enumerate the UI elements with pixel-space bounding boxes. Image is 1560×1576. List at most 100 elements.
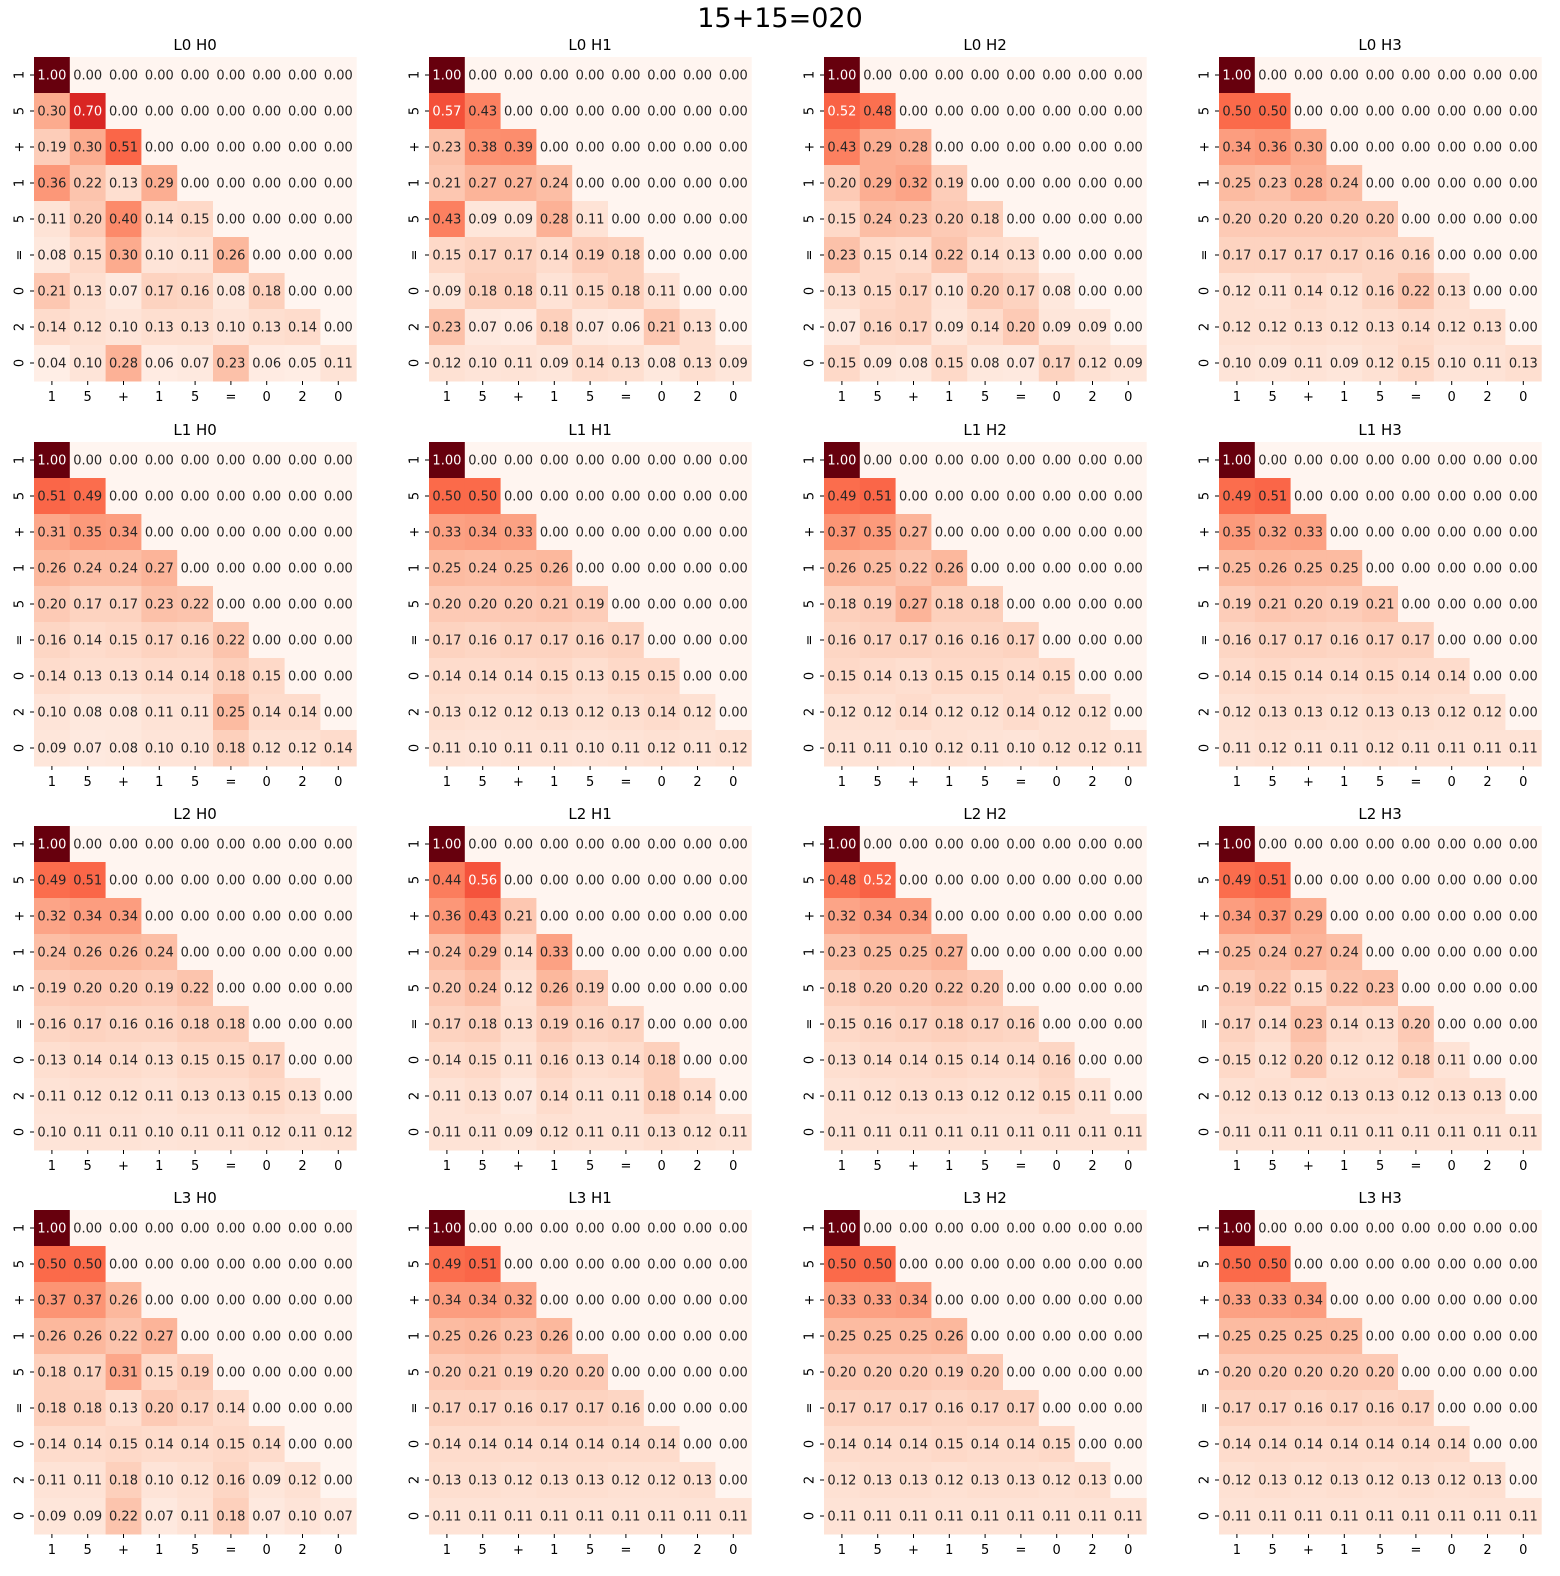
cell-7-2 <box>500 309 537 346</box>
cell-7-4 <box>967 694 1004 731</box>
cell-label-2-8: 0.00 <box>324 141 353 156</box>
cell-label-6-5: 0.14 <box>1401 670 1430 685</box>
cell-6-3 <box>1326 1042 1363 1079</box>
cell-0-4 <box>572 57 609 94</box>
cell-label-5-6: 0.00 <box>1437 249 1466 264</box>
cell-1-1 <box>69 93 107 130</box>
cell-label-0-5: 0.00 <box>216 1222 245 1237</box>
cell-label-1-3: 0.00 <box>935 874 964 889</box>
cell-label-7-3: 0.18 <box>540 321 569 336</box>
cell-label-1-2: 0.00 <box>1294 105 1323 120</box>
cell-5-8 <box>715 1006 752 1043</box>
cell-label-7-1: 0.12 <box>863 1090 892 1105</box>
x-tick-label-0: 1 <box>443 1543 451 1558</box>
cell-label-8-3: 0.09 <box>540 357 569 372</box>
cell-8-8 <box>1110 730 1147 767</box>
cell-label-5-4: 0.17 <box>971 1018 1000 1033</box>
cell-label-0-1: 0.00 <box>468 1222 497 1237</box>
cell-label-2-8: 0.00 <box>719 1294 748 1309</box>
cell-label-1-6: 0.00 <box>252 874 281 889</box>
cell-label-6-0: 0.09 <box>432 285 461 300</box>
cell-label-2-7: 0.00 <box>1473 526 1502 541</box>
cell-0-7 <box>679 442 716 479</box>
cell-label-8-3: 0.15 <box>935 357 964 372</box>
cell-6-4 <box>1362 1042 1399 1079</box>
cell-3-4 <box>572 165 609 202</box>
cell-label-3-4: 0.00 <box>971 1330 1000 1345</box>
cell-1-5 <box>608 862 645 899</box>
cell-7-7 <box>679 1078 716 1115</box>
cell-label-0-8: 0.00 <box>1509 838 1538 853</box>
cell-label-8-5: 0.11 <box>1401 1126 1430 1141</box>
cell-1-0 <box>429 93 466 130</box>
cell-label-4-3: 0.19 <box>935 1366 964 1381</box>
cell-5-1 <box>859 1390 897 1427</box>
cell-8-0 <box>34 730 71 767</box>
cell-2-2 <box>895 898 932 935</box>
x-tick-label-5: = <box>225 775 236 790</box>
cell-2-1 <box>464 1282 502 1319</box>
cell-label-7-1: 0.13 <box>1258 706 1287 721</box>
y-tick-label-2: + <box>13 142 28 153</box>
cell-label-7-0: 0.14 <box>37 321 66 336</box>
cell-1-0 <box>34 862 71 899</box>
cell-label-6-6: 0.14 <box>647 1438 676 1453</box>
cell-8-5 <box>213 345 250 382</box>
cell-0-1 <box>859 826 897 863</box>
cell-label-0-4: 0.00 <box>181 838 210 853</box>
cell-label-0-2: 0.00 <box>899 454 928 469</box>
cell-5-8 <box>320 237 357 274</box>
x-tick-label-4: 5 <box>981 390 989 405</box>
cell-label-3-5: 0.00 <box>1401 562 1430 577</box>
cell-label-1-8: 0.00 <box>324 105 353 120</box>
y-tick-label-2: + <box>803 527 818 538</box>
cell-0-0 <box>1219 57 1256 94</box>
cell-label-2-4: 0.00 <box>971 141 1000 156</box>
cell-label-2-4: 0.00 <box>1366 526 1395 541</box>
cell-label-6-1: 0.14 <box>863 1438 892 1453</box>
cell-label-0-6: 0.00 <box>1042 454 1071 469</box>
cell-label-8-3: 0.11 <box>540 1510 569 1525</box>
cell-label-8-4: 0.11 <box>971 1510 1000 1525</box>
cell-2-8 <box>1110 1282 1147 1319</box>
cell-4-6 <box>1038 201 1076 238</box>
cell-2-6 <box>643 129 681 166</box>
cell-label-1-0: 0.49 <box>1222 874 1251 889</box>
cell-4-7 <box>679 970 716 1007</box>
cell-3-7 <box>1074 550 1111 587</box>
cell-6-7 <box>284 273 321 310</box>
cell-label-4-2: 0.17 <box>109 598 138 613</box>
cell-label-1-8: 0.00 <box>719 490 748 505</box>
cell-7-1 <box>859 694 897 731</box>
cell-label-1-6: 0.00 <box>647 1258 676 1273</box>
cell-label-1-3: 0.00 <box>1330 1258 1359 1273</box>
cell-7-8 <box>320 1462 357 1499</box>
cell-label-3-5: 0.00 <box>216 562 245 577</box>
cell-3-8 <box>1505 934 1542 971</box>
cell-8-4 <box>967 730 1004 767</box>
cell-4-8 <box>1110 586 1147 623</box>
cell-label-3-8: 0.00 <box>324 946 353 961</box>
cell-2-0 <box>824 514 861 551</box>
x-tick-label-1: 5 <box>1269 1159 1277 1174</box>
cell-3-8 <box>320 165 357 202</box>
cell-label-0-3: 0.00 <box>935 838 964 853</box>
cell-5-0 <box>1219 1006 1256 1043</box>
cell-label-4-5: 0.00 <box>1006 598 1035 613</box>
x-tick-label-5: = <box>620 775 631 790</box>
cell-1-8 <box>320 478 357 515</box>
cell-label-1-6: 0.00 <box>1437 874 1466 889</box>
cell-label-7-2: 0.13 <box>1294 706 1323 721</box>
cell-label-2-7: 0.00 <box>1078 1294 1107 1309</box>
cell-2-0 <box>824 129 861 166</box>
cell-label-8-4: 0.11 <box>1366 1510 1395 1525</box>
cell-label-3-4: 0.00 <box>576 177 605 192</box>
cell-5-3 <box>1326 237 1363 274</box>
x-tick-label-6: 0 <box>1448 775 1456 790</box>
cell-label-4-8: 0.00 <box>1114 982 1143 997</box>
cell-2-1 <box>859 514 897 551</box>
cell-label-2-2: 0.27 <box>899 526 928 541</box>
cell-label-0-5: 0.00 <box>216 454 245 469</box>
cell-label-7-3: 0.12 <box>1330 706 1359 721</box>
cell-7-6 <box>248 694 286 731</box>
